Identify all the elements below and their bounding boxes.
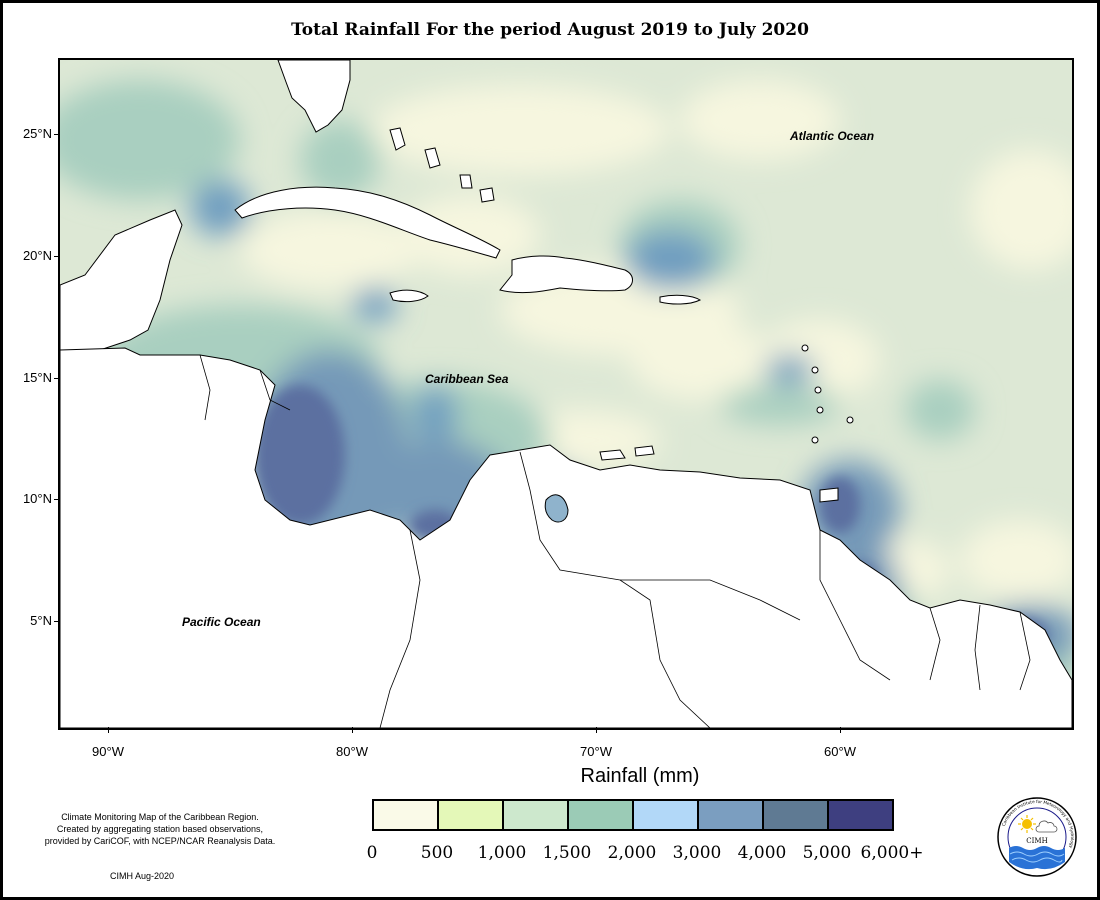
lat-label-10n: 10°N — [22, 491, 52, 506]
credit-line: Climate Monitoring Map of the Caribbean … — [61, 812, 259, 822]
lat-label-25n: 25°N — [22, 126, 52, 141]
legend-label: 5,000 — [802, 843, 852, 863]
central-south-america-landmass — [60, 347, 1072, 728]
bahamas-island — [459, 174, 473, 189]
bahamas-island — [479, 187, 495, 203]
cuba-landmass — [234, 186, 501, 259]
puerto-rico-landmass — [659, 294, 702, 305]
legend-swatch — [764, 801, 829, 829]
lon-label-70w: 70°W — [580, 744, 612, 759]
rainfall-map-svg — [60, 60, 1072, 728]
legend-swatch — [829, 801, 892, 829]
legend-label: 6,000+ — [860, 843, 924, 863]
logo-text: CIMH — [1026, 837, 1047, 845]
waves-icon — [1009, 846, 1065, 870]
map-credits: Climate Monitoring Map of the Caribbean … — [25, 811, 295, 847]
antilles-island — [811, 366, 819, 374]
cloud-icon — [1035, 820, 1058, 833]
country-borders — [199, 354, 1031, 728]
lon-tick — [596, 727, 597, 733]
legend-label: 3,000 — [672, 843, 722, 863]
antilles-island — [816, 406, 824, 414]
hispaniola-landmass — [499, 255, 633, 294]
legend-swatch — [634, 801, 699, 829]
lat-tick — [54, 621, 60, 622]
lon-label-80w: 80°W — [336, 744, 368, 759]
antilles-island — [814, 386, 822, 394]
lat-label-5n: 5°N — [30, 613, 52, 628]
map-title: Total Rainfall For the period August 201… — [291, 20, 809, 40]
lake-maracaibo — [544, 494, 569, 523]
antilles-island — [846, 416, 854, 424]
lon-tick — [352, 727, 353, 733]
legend-swatch — [504, 801, 569, 829]
credit-line: Created by aggregating station based obs… — [56, 824, 264, 834]
legend-swatch — [699, 801, 764, 829]
lon-label-60w: 60°W — [824, 744, 856, 759]
cimh-logo: CIMH Caribbean Institute for Meteorology… — [997, 797, 1077, 877]
abc-island — [634, 445, 655, 457]
lat-tick — [54, 256, 60, 257]
bahamas-island — [389, 127, 406, 151]
florida-landmass — [277, 60, 351, 133]
legend-swatch — [439, 801, 504, 829]
legend-label: 1,000 — [477, 843, 527, 863]
credit-line: provided by CariCOF, with NCEP/NCAR Rean… — [44, 836, 276, 846]
legend-label: 2,000 — [607, 843, 657, 863]
atlantic-ocean-label: Atlantic Ocean — [790, 129, 875, 143]
pacific-ocean-label: Pacific Ocean — [182, 615, 261, 629]
lat-tick — [54, 499, 60, 500]
bahamas-island — [424, 147, 441, 169]
caribbean-sea-label: Caribbean Sea — [425, 372, 509, 386]
legend-label: 1,500 — [542, 843, 592, 863]
legend-label: 500 — [420, 843, 454, 863]
legend-color-bar — [372, 799, 894, 831]
lat-label-20n: 20°N — [22, 248, 52, 263]
lat-tick — [54, 134, 60, 135]
lat-label-15n: 15°N — [22, 370, 52, 385]
legend-label: 4,000 — [737, 843, 787, 863]
lon-tick — [840, 727, 841, 733]
lon-label-90w: 90°W — [92, 744, 124, 759]
lat-tick — [54, 378, 60, 379]
land-masses — [60, 60, 1072, 728]
antilles-island — [811, 436, 819, 444]
sun-icon — [1018, 815, 1036, 833]
rainfall-map: Atlantic Ocean Caribbean Sea Pacific Oce… — [58, 58, 1074, 730]
jamaica-landmass — [389, 289, 429, 303]
trinidad-island — [819, 487, 839, 503]
lon-tick — [108, 727, 109, 733]
legend-swatch — [374, 801, 439, 829]
abc-island — [599, 449, 626, 461]
legend-title: Rainfall (mm) — [580, 765, 700, 787]
legend-label: 0 — [366, 843, 378, 863]
date-stamp: CIMH Aug-2020 — [110, 871, 175, 881]
legend-swatch — [569, 801, 634, 829]
antilles-island — [801, 344, 809, 352]
